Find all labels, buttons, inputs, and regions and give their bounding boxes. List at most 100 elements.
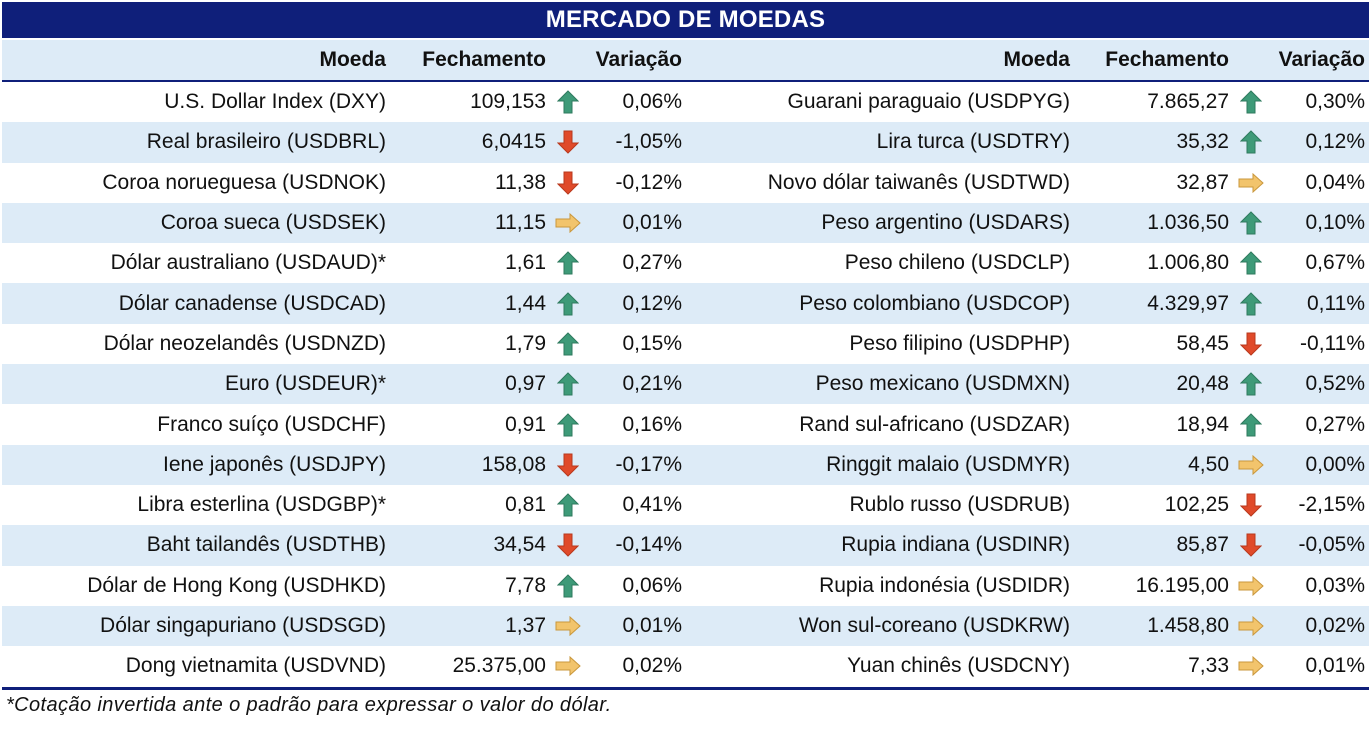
change-value: -1,05% [615,130,682,154]
currency-name: Rand sul-africano (USDZAR) [799,412,1070,436]
up-arrow-icon [552,332,584,356]
change-value: 0,02% [1305,614,1365,637]
close-value: 35,32 [1176,130,1229,154]
currency-name: Euro (USDEUR)* [224,372,386,396]
table-row: Rupia indiana (USDINR) 85,87 -0,05% [686,525,1369,566]
right-rows: Guarani paraguaio (USDPYG) 7.865,27 0,30% L… [686,82,1369,686]
currency-name: Dólar australiano (USDAUD)* [110,251,386,275]
up-arrow-icon [552,412,584,437]
table-row: Libra esterlina (USDGBP)* 0,81 0,41% [2,485,686,525]
up-arrow-icon [1235,90,1267,114]
currency-name: Dong vietnamita (USDVND) [125,654,386,678]
down-arrow-icon [1235,332,1267,356]
up-arrow-icon [1235,251,1267,275]
close-value: 85,87 [1176,533,1229,557]
table-row: U.S. Dollar Index (DXY) 109,153 0,06% [2,82,686,122]
change-value: 0,01% [622,614,682,637]
right-arrow-icon [552,213,584,234]
change-value: 0,27% [1305,412,1365,436]
column-header-currency: Moeda [1003,48,1070,71]
close-value: 1.458,80 [1147,614,1229,637]
table-row: Won sul-coreano (USDKRW) 1.458,80 0,02% [686,605,1369,647]
change-value: 0,02% [622,654,682,678]
change-value: 0,01% [622,211,682,235]
right-arrow-icon [1235,172,1267,193]
close-value: 18,94 [1176,412,1229,436]
column-header-close: Fechamento [1105,48,1229,71]
column-header-close: Fechamento [422,48,546,71]
currency-name: Dólar canadense (USDCAD) [118,291,386,315]
table-row: Rupia indonésia (USDIDR) 16.195,00 0,03% [686,566,1369,606]
table-row: Dólar canadense (USDCAD) 1,44 0,12% [2,283,686,324]
footnote: *Cotação invertida ante o padrão para ex… [6,694,612,716]
right-arrow-icon [1235,656,1267,677]
table-title: MERCADO DE MOEDAS [2,2,1369,38]
up-arrow-icon [1235,412,1267,437]
table-row: Dong vietnamita (USDVND) 25.375,00 0,02% [2,646,686,686]
table-row: Coroa sueca (USDSEK) 11,15 0,01% [2,202,686,244]
change-value: 0,12% [622,291,682,315]
currency-name: U.S. Dollar Index (DXY) [164,90,386,114]
currency-name: Ringgit malaio (USDMYR) [826,452,1070,476]
close-value: 1.036,50 [1147,211,1229,235]
currency-name: Iene japonês (USDJPY) [163,452,386,476]
change-value: 0,00% [1305,452,1365,476]
change-value: 0,41% [622,493,682,517]
close-value: 16.195,00 [1135,573,1229,597]
change-value: 0,15% [622,331,682,355]
currency-name: Dólar de Hong Kong (USDHKD) [87,573,386,597]
change-value: 0,11% [1307,291,1365,315]
table-row: Peso chileno (USDCLP) 1.006,80 0,67% [686,243,1369,283]
currency-name: Lira turca (USDTRY) [876,130,1070,154]
table-row: Dólar singapuriano (USDSGD) 1,37 0,01% [2,605,686,647]
table-row: Euro (USDEUR)* 0,97 0,21% [2,364,686,405]
change-value: 0,67% [1305,251,1365,275]
close-value: 1,79 [505,331,546,355]
table-row: Yuan chinês (USDCNY) 7,33 0,01% [686,646,1369,686]
close-value: 158,08 [481,452,546,476]
table-row: Ringgit malaio (USDMYR) 4,50 0,00% [686,444,1369,485]
table-row: Peso colombiano (USDCOP) 4.329,97 0,11% [686,283,1369,324]
currency-name: Won sul-coreano (USDKRW) [798,614,1070,637]
close-value: 32,87 [1176,170,1229,194]
right-arrow-icon [1235,575,1267,596]
table-row: Guarani paraguaio (USDPYG) 7.865,27 0,30% [686,82,1369,122]
table-row: Peso argentino (USDARS) 1.036,50 0,10% [686,202,1369,244]
change-value: 0,06% [622,90,682,114]
currency-name: Peso colombiano (USDCOP) [799,291,1070,315]
table-row: Peso mexicano (USDMXN) 20,48 0,52% [686,364,1369,405]
close-value: 11,15 [495,211,546,235]
close-value: 0,97 [505,372,546,396]
close-value: 0,81 [505,493,546,517]
right-table: Moeda Fechamento Variação Guarani paragu… [686,40,1369,686]
currency-name: Peso mexicano (USDMXN) [815,372,1070,396]
table-row: Real brasileiro (USDBRL) 6,0415 -1,05% [2,122,686,163]
down-arrow-icon [552,171,584,195]
change-value: 0,52% [1305,372,1365,396]
currency-name: Coroa norueguesa (USDNOK) [102,170,386,194]
currency-name: Dólar singapuriano (USDSGD) [100,614,386,637]
left-rows: U.S. Dollar Index (DXY) 109,153 0,06% Real … [2,82,686,686]
table-row: Coroa norueguesa (USDNOK) 11,38 -0,12% [2,163,686,203]
change-value: 0,16% [622,412,682,436]
close-value: 4.329,97 [1147,291,1229,315]
close-value: 11,38 [495,170,546,194]
table-row: Rublo russo (USDRUB) 102,25 -2,15% [686,485,1369,525]
currency-name: Peso filipino (USDPHP) [849,331,1070,355]
change-value: -0,12% [615,170,682,194]
change-value: -0,14% [615,533,682,557]
right-arrow-icon [1235,454,1267,475]
close-value: 1,44 [505,291,546,315]
change-value: 0,01% [1305,654,1365,678]
table-row: Franco suíço (USDCHF) 0,91 0,16% [2,404,686,444]
change-value: -2,15% [1298,493,1365,517]
up-arrow-icon [1235,291,1267,316]
currency-name: Coroa sueca (USDSEK) [160,211,386,235]
bottom-divider [2,687,1369,690]
table-row: Lira turca (USDTRY) 35,32 0,12% [686,122,1369,163]
currency-name: Libra esterlina (USDGBP)* [137,493,386,517]
table-row: Rand sul-africano (USDZAR) 18,94 0,27% [686,404,1369,444]
up-arrow-icon [552,251,584,275]
up-arrow-icon [1235,372,1267,396]
change-value: 0,03% [1305,573,1365,597]
